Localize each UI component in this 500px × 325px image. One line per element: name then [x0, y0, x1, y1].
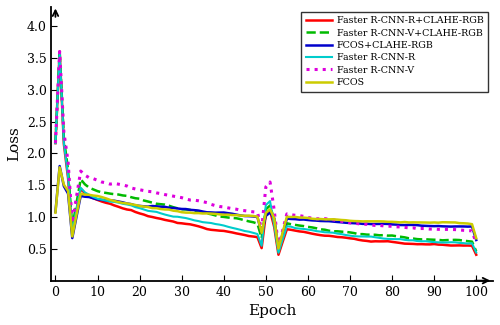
Legend: Faster R-CNN-R+CLAHE-RGB, Faster R-CNN-V+CLAHE-RGB, FCOS+CLAHE-RGB, Faster R-CNN: Faster R-CNN-R+CLAHE-RGB, Faster R-CNN-V… [301, 12, 488, 92]
Faster R-CNN-V [250, 210, 256, 214]
FCOS [56, 165, 62, 169]
Faster R-CNN-V+CLAHE-RGB [56, 49, 62, 53]
Faster R-CNN-V [86, 176, 92, 180]
Faster R-CNN-R+CLAHE-RGB [376, 240, 382, 243]
Faster R-CNN-R [86, 193, 92, 197]
Faster R-CNN-R [56, 49, 62, 53]
Line: FCOS: FCOS [56, 167, 476, 248]
Faster R-CNN-V+CLAHE-RGB [52, 141, 59, 145]
FCOS [356, 219, 362, 223]
Faster R-CNN-R+CLAHE-RGB [276, 253, 281, 257]
Faster R-CNN-V [356, 222, 362, 226]
FCOS+CLAHE-RGB [473, 238, 479, 242]
FCOS [250, 214, 256, 218]
Faster R-CNN-R+CLAHE-RGB [86, 194, 92, 198]
Faster R-CNN-R [162, 213, 168, 216]
Y-axis label: Loss: Loss [7, 126, 21, 161]
FCOS+CLAHE-RGB [356, 221, 362, 225]
Faster R-CNN-R [376, 236, 382, 240]
Faster R-CNN-V [314, 217, 320, 221]
Faster R-CNN-R+CLAHE-RGB [162, 218, 168, 222]
Faster R-CNN-R+CLAHE-RGB [250, 235, 256, 239]
Faster R-CNN-V+CLAHE-RGB [276, 250, 281, 254]
FCOS+CLAHE-RGB [376, 222, 382, 226]
Faster R-CNN-R [314, 229, 320, 233]
Faster R-CNN-R [276, 251, 281, 255]
FCOS+CLAHE-RGB [86, 195, 92, 199]
Line: Faster R-CNN-R+CLAHE-RGB: Faster R-CNN-R+CLAHE-RGB [56, 51, 476, 255]
Faster R-CNN-V [473, 241, 479, 245]
FCOS+CLAHE-RGB [314, 219, 320, 223]
Faster R-CNN-R+CLAHE-RGB [356, 238, 362, 242]
Faster R-CNN-V [376, 223, 382, 227]
Faster R-CNN-R [356, 234, 362, 238]
Line: FCOS+CLAHE-RGB: FCOS+CLAHE-RGB [56, 166, 476, 249]
Faster R-CNN-V+CLAHE-RGB [162, 203, 168, 207]
Faster R-CNN-R [250, 231, 256, 235]
FCOS [52, 211, 59, 214]
Faster R-CNN-R+CLAHE-RGB [56, 49, 62, 53]
FCOS [276, 246, 281, 250]
Faster R-CNN-R+CLAHE-RGB [473, 253, 479, 257]
FCOS+CLAHE-RGB [162, 205, 168, 209]
X-axis label: Epoch: Epoch [248, 304, 296, 318]
FCOS+CLAHE-RGB [250, 214, 256, 218]
FCOS [473, 236, 479, 240]
FCOS+CLAHE-RGB [56, 164, 62, 168]
Line: Faster R-CNN-R: Faster R-CNN-R [56, 51, 476, 253]
FCOS+CLAHE-RGB [276, 247, 281, 251]
FCOS [376, 219, 382, 223]
Faster R-CNN-R+CLAHE-RGB [314, 232, 320, 236]
Faster R-CNN-V [56, 49, 62, 53]
Line: Faster R-CNN-V+CLAHE-RGB: Faster R-CNN-V+CLAHE-RGB [56, 51, 476, 252]
Faster R-CNN-V [162, 193, 168, 197]
Faster R-CNN-V [52, 141, 59, 145]
Faster R-CNN-V+CLAHE-RGB [473, 249, 479, 253]
Faster R-CNN-R [473, 251, 479, 254]
Faster R-CNN-V+CLAHE-RGB [250, 220, 256, 224]
FCOS [162, 208, 168, 212]
Faster R-CNN-V [276, 245, 281, 249]
FCOS [86, 193, 92, 197]
Faster R-CNN-R+CLAHE-RGB [52, 141, 59, 145]
FCOS+CLAHE-RGB [52, 210, 59, 214]
Faster R-CNN-R [52, 141, 59, 145]
FCOS [314, 217, 320, 221]
Line: Faster R-CNN-V: Faster R-CNN-V [56, 51, 476, 247]
Faster R-CNN-V+CLAHE-RGB [376, 233, 382, 237]
Faster R-CNN-V+CLAHE-RGB [356, 232, 362, 236]
Faster R-CNN-V+CLAHE-RGB [86, 186, 92, 189]
Faster R-CNN-V+CLAHE-RGB [314, 226, 320, 230]
